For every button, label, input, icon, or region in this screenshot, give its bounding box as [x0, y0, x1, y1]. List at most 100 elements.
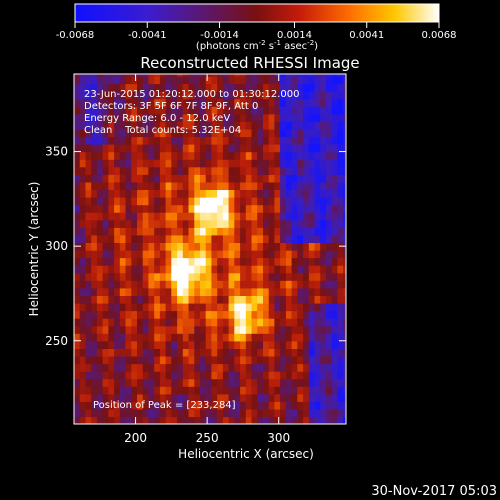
- heatmap-cell: [194, 408, 201, 418]
- heatmap-cell: [285, 219, 293, 228]
- heatmap-cell: [308, 174, 316, 183]
- heatmap-cell: [337, 363, 344, 372]
- heatmap-cell: [217, 166, 224, 175]
- heatmap-cell: [314, 287, 321, 296]
- heatmap-cell: [137, 325, 144, 334]
- heatmap-cell: [131, 302, 138, 312]
- heatmap-cell: [303, 363, 310, 372]
- heatmap-cell: [320, 128, 327, 138]
- heatmap-cell: [263, 249, 270, 259]
- heatmap-cell: [91, 128, 98, 138]
- heatmap-cell: [297, 227, 304, 236]
- heatmap-cell: [171, 234, 178, 243]
- heatmap-cell: [200, 227, 207, 236]
- heatmap-cell: [308, 189, 316, 198]
- heatmap-cell: [96, 136, 104, 145]
- heatmap-cell: [74, 416, 81, 424]
- heatmap-cell: [308, 98, 316, 107]
- heatmap-cell: [320, 106, 327, 115]
- heatmap-cell: [74, 333, 81, 342]
- heatmap-cell: [268, 242, 275, 251]
- heatmap-cell: [91, 227, 98, 236]
- heatmap-cell: [263, 98, 270, 107]
- heatmap-cell: [96, 340, 104, 349]
- heatmap-cell: [171, 280, 178, 289]
- heatmap-cell: [154, 91, 161, 100]
- heatmap-cell: [280, 318, 287, 327]
- heatmap-cell: [114, 265, 121, 274]
- heatmap-cell: [85, 159, 92, 168]
- heatmap-cell: [91, 401, 98, 410]
- heatmap-cell: [228, 189, 235, 198]
- heatmap-cell: [303, 128, 310, 138]
- heatmap-cell: [314, 174, 321, 183]
- heatmap-cell: [320, 219, 327, 228]
- heatmap-cell: [108, 340, 115, 349]
- heatmap-cell: [102, 416, 109, 424]
- x-axis-label: Heliocentric X (arcsec): [178, 447, 314, 461]
- heatmap-cell: [303, 212, 310, 221]
- heatmap-cell: [257, 257, 264, 266]
- heatmap-cell: [165, 159, 172, 168]
- heatmap-cell: [108, 159, 115, 168]
- heatmap-cell: [154, 159, 161, 168]
- heatmap-cell: [102, 159, 109, 168]
- heatmap-cell: [148, 295, 155, 304]
- y-tick-label: 300: [45, 239, 68, 253]
- heatmap-cell: [314, 227, 321, 236]
- heatmap-cell: [343, 75, 346, 85]
- heatmap-cell: [137, 310, 144, 319]
- heatmap-cell: [200, 113, 207, 122]
- heatmap-cell: [91, 371, 98, 380]
- heatmap-cell: [280, 212, 287, 221]
- heatmap-cell: [297, 74, 304, 77]
- heatmap-cell: [280, 280, 287, 289]
- heatmap-cell: [320, 408, 327, 418]
- heatmap-cell: [74, 189, 81, 198]
- heatmap-cell: [85, 333, 92, 342]
- heatmap-cell: [251, 249, 258, 259]
- heatmap-cell: [326, 257, 333, 266]
- heatmap-cell: [102, 295, 109, 304]
- heatmap-cell: [343, 166, 346, 175]
- heatmap-cell: [251, 106, 258, 115]
- heatmap-cell: [159, 265, 167, 274]
- heatmap-cell: [91, 242, 98, 251]
- heatmap-cell: [159, 159, 167, 168]
- heatmap-cell: [274, 166, 281, 175]
- heatmap-cell: [320, 234, 327, 243]
- heatmap-cell: [240, 166, 247, 175]
- heatmap-cell: [102, 401, 109, 410]
- heatmap-cell: [171, 159, 178, 168]
- heatmap-cell: [211, 144, 218, 153]
- heatmap-cell: [222, 219, 230, 228]
- heatmap-cell: [217, 128, 224, 138]
- heatmap-cell: [148, 340, 155, 349]
- heatmap-cell: [188, 371, 195, 380]
- heatmap-cell: [326, 234, 333, 243]
- heatmap-cell: [205, 75, 212, 85]
- heatmap-cell: [79, 128, 86, 138]
- heatmap-cell: [131, 325, 138, 334]
- heatmap-cell: [257, 83, 264, 92]
- heatmap-cell: [228, 302, 235, 312]
- heatmap-cell: [165, 106, 172, 115]
- heatmap-cell: [285, 333, 293, 342]
- heatmap-cell: [182, 280, 190, 289]
- heatmap-cell: [125, 325, 132, 334]
- heatmap-cell: [257, 401, 264, 410]
- heatmap-cell: [154, 416, 161, 424]
- heatmap-cell: [74, 340, 81, 349]
- heatmap-cell: [211, 128, 218, 138]
- heatmap-cell: [331, 166, 338, 175]
- heatmap-cell: [137, 401, 144, 410]
- heatmap-cell: [194, 333, 201, 342]
- heatmap-cell: [114, 363, 121, 372]
- heatmap-cell: [165, 393, 172, 402]
- heatmap-cell: [205, 74, 212, 77]
- heatmap-cell: [148, 408, 155, 418]
- heatmap-cell: [337, 151, 344, 160]
- heatmap-cell: [337, 416, 344, 424]
- heatmap-cell: [171, 166, 178, 175]
- heatmap-cell: [96, 83, 104, 92]
